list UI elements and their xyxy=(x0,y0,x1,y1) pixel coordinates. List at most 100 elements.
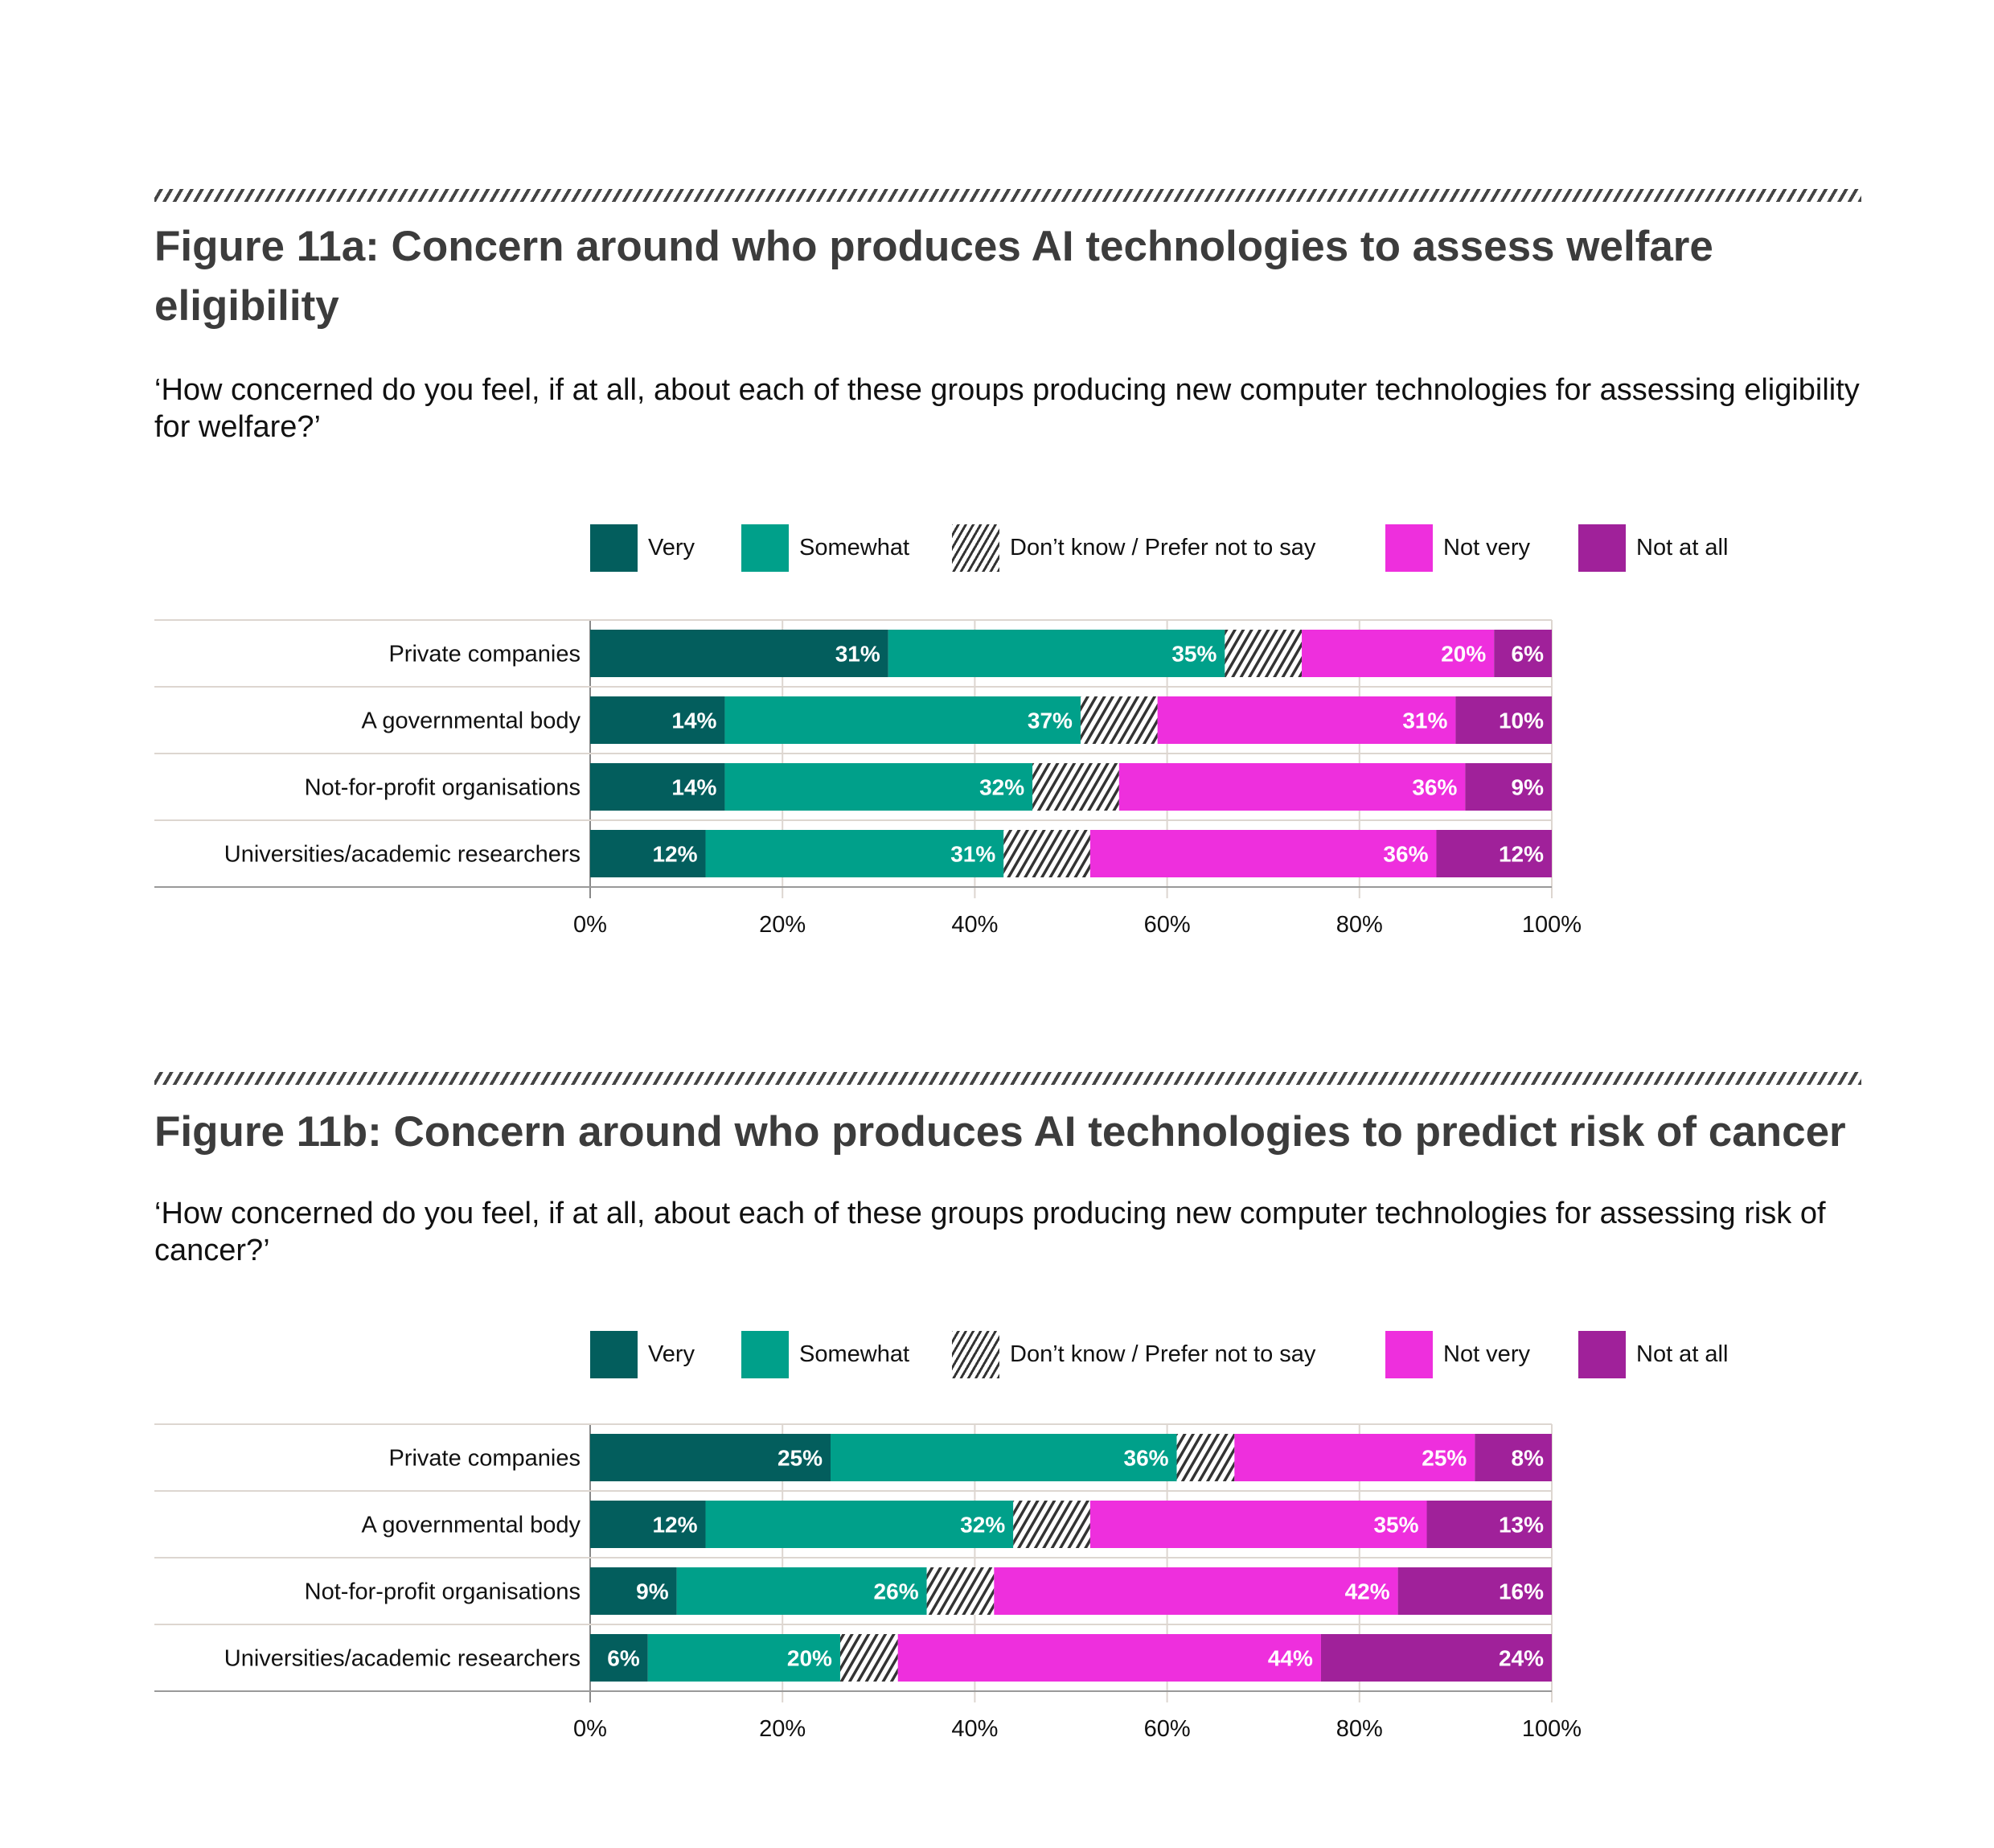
legend-item-not-very: Not very xyxy=(1385,524,1530,572)
bar-segment-not-very xyxy=(1118,763,1466,811)
bar-segment-somewhat xyxy=(647,1634,840,1682)
legend-swatch xyxy=(1578,524,1626,572)
bar-segment-not-at-all xyxy=(1436,830,1552,877)
x-tick-label: 20% xyxy=(759,912,806,938)
x-tick-label: 80% xyxy=(1336,1716,1383,1742)
data-label: 16% xyxy=(1499,1579,1544,1604)
legend-swatch xyxy=(952,524,999,572)
data-label: 31% xyxy=(950,842,995,867)
bar-segment-not-very xyxy=(1089,830,1437,877)
bar-segment-dont-know xyxy=(1080,696,1158,744)
bar-segment-not-very xyxy=(1302,630,1495,677)
bar-segment-dont-know xyxy=(1003,830,1090,877)
legend-label: Not at all xyxy=(1636,535,1729,561)
legend-swatch xyxy=(590,524,638,572)
legend-label: Somewhat xyxy=(799,535,910,561)
legend-label: Not very xyxy=(1443,535,1530,561)
data-label: 35% xyxy=(1171,642,1217,667)
bar-segment-dont-know xyxy=(1176,1434,1235,1481)
bar-segment-very xyxy=(590,763,725,811)
data-label: 10% xyxy=(1499,708,1544,733)
bar-segment-somewhat xyxy=(724,763,1033,811)
bar-segment-not-very xyxy=(1089,1501,1427,1548)
legend-item-very: Very xyxy=(590,524,695,572)
figure-question: ‘How concerned do you feel, if at all, a… xyxy=(154,1197,1826,1267)
data-label: 36% xyxy=(1412,775,1457,800)
data-label: 25% xyxy=(1422,1446,1467,1471)
data-label: 12% xyxy=(1499,842,1544,867)
data-label: 6% xyxy=(1512,642,1545,667)
bar-segment-not-at-all xyxy=(1475,1434,1552,1481)
bar-segment-somewhat xyxy=(705,1501,1014,1548)
bar-segment-not-very xyxy=(1234,1434,1475,1481)
data-label: 8% xyxy=(1512,1446,1545,1471)
x-tick-label: 0% xyxy=(573,912,607,938)
stacked-bar-chart-11b: 0% 20% 40% 60% 80% 100% Private companies 25% 36… xyxy=(154,1423,1582,1742)
bar-segment-dont-know xyxy=(839,1634,898,1682)
legend-label: Don’t know / Prefer not to say xyxy=(1010,535,1316,561)
data-label: 9% xyxy=(636,1579,669,1604)
x-tick-label: 60% xyxy=(1144,1716,1191,1742)
data-label: 20% xyxy=(787,1646,832,1671)
legend-item-not-very: Not very xyxy=(1385,1331,1530,1378)
bar-segment-very xyxy=(590,1501,706,1548)
data-label: 24% xyxy=(1499,1646,1544,1671)
bar-segment-very xyxy=(590,830,706,877)
legend-item-not-at-all: Not at all xyxy=(1578,1331,1728,1378)
data-label: 9% xyxy=(1512,775,1545,800)
legend-label: Don’t know / Prefer not to say xyxy=(1010,1341,1316,1367)
bar-segment-not-at-all xyxy=(1426,1501,1552,1548)
stacked-bar-chart-11a: 0% 20% 40% 60% 80% 100% Private companies 31% 35… xyxy=(154,619,1582,938)
data-label: 37% xyxy=(1028,708,1073,733)
bar-segment-very xyxy=(590,1634,648,1682)
legend-swatch xyxy=(1578,1331,1626,1378)
data-label: 44% xyxy=(1268,1646,1313,1671)
legend-swatch xyxy=(952,1331,999,1378)
legend-item-somewhat: Somewhat xyxy=(741,1331,909,1378)
legend-item-dont-know: Don’t know / Prefer not to say xyxy=(952,524,1315,572)
legend-item-very: Very xyxy=(590,1331,695,1378)
bar-segment-somewhat xyxy=(705,830,1004,877)
bar-segment-very xyxy=(590,1567,677,1615)
bar-segment-somewhat xyxy=(888,630,1225,677)
legend-swatch xyxy=(741,1331,789,1378)
bar-segment-not-at-all xyxy=(1465,763,1552,811)
category-label: A governmental body xyxy=(362,708,581,734)
bar-segment-not-at-all xyxy=(1397,1567,1552,1615)
x-tick-label: 0% xyxy=(573,1716,607,1742)
legend-swatch xyxy=(1385,524,1433,572)
bar-segment-dont-know xyxy=(1032,763,1119,811)
figure-title: Figure 11a: Concern around who produces … xyxy=(154,223,1713,330)
bar-segment-very xyxy=(590,696,725,744)
category-label: Universities/academic researchers xyxy=(224,1646,581,1672)
legend-label: Not very xyxy=(1443,1341,1530,1367)
data-label: 31% xyxy=(1402,708,1447,733)
data-label: 13% xyxy=(1499,1513,1544,1538)
x-tick-label: 40% xyxy=(951,1716,998,1742)
data-label: 36% xyxy=(1383,842,1428,867)
bar-segment-dont-know xyxy=(1013,1501,1090,1548)
legend-label: Somewhat xyxy=(799,1341,910,1367)
x-tick-label: 100% xyxy=(1522,1716,1582,1742)
data-label: 6% xyxy=(607,1646,640,1671)
legend-swatch xyxy=(590,1331,638,1378)
category-label: Not-for-profit organisations xyxy=(305,775,581,801)
bar-segment-somewhat xyxy=(724,696,1081,744)
x-tick-label: 80% xyxy=(1336,912,1383,938)
bar-segment-dont-know xyxy=(926,1567,995,1615)
category-label: Private companies xyxy=(388,1446,581,1472)
data-label: 36% xyxy=(1124,1446,1169,1471)
bar-segment-very xyxy=(590,630,888,677)
data-label: 25% xyxy=(777,1446,823,1471)
data-label: 35% xyxy=(1373,1513,1418,1538)
x-tick-label: 20% xyxy=(759,1716,806,1742)
section-divider xyxy=(154,1072,1861,1085)
category-label: A governmental body xyxy=(362,1513,581,1538)
x-tick-label: 100% xyxy=(1522,912,1582,938)
bar-segment-somewhat xyxy=(831,1434,1177,1481)
data-label: 12% xyxy=(652,1513,697,1538)
bar-segment-not-at-all xyxy=(1494,630,1552,677)
legend-swatch xyxy=(741,524,789,572)
data-label: 32% xyxy=(960,1513,1005,1538)
data-label: 26% xyxy=(874,1579,919,1604)
